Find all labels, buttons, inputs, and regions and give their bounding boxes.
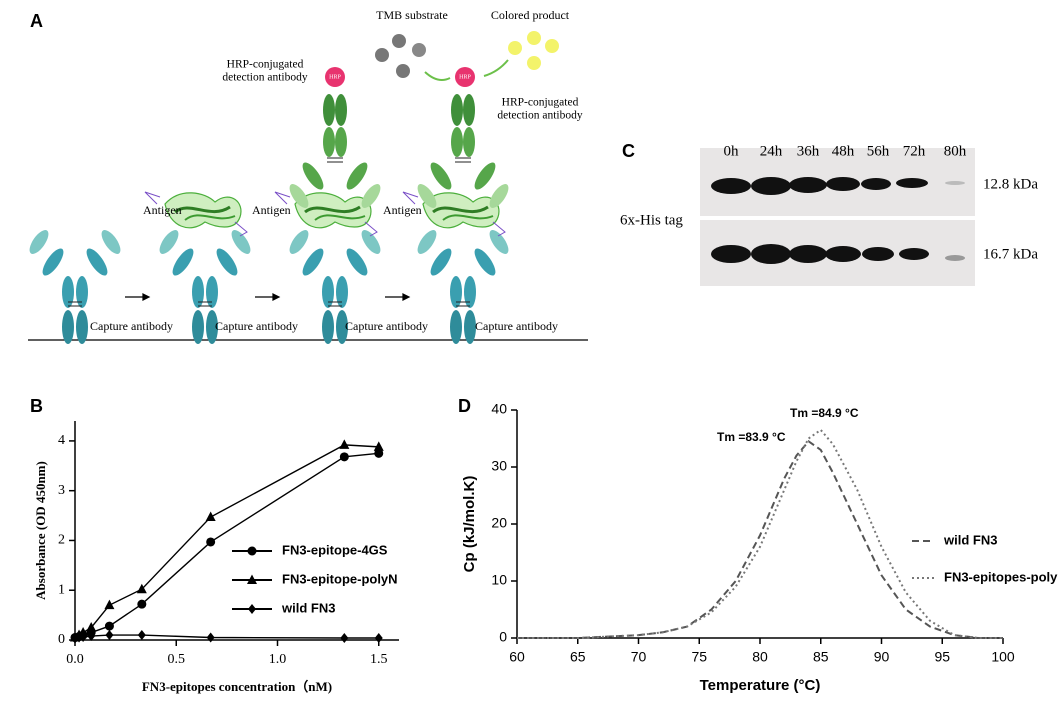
label: Antigen [252,203,291,217]
x-tick-label: 60 [509,649,525,665]
marker [79,632,88,643]
y-tick-label: 10 [491,572,507,588]
y-tick-label: 20 [491,515,507,531]
band-label: 16.7 kDa [983,246,1038,262]
lane-label: 24h [760,143,783,159]
legend-label: wild FN3 [281,600,335,615]
series-line [517,440,1003,639]
x-tick-label: 1.0 [269,652,287,667]
marker [339,439,350,449]
series-line [74,634,379,640]
marker [105,630,114,641]
legend-label: FN3-epitope-polyN [282,571,398,586]
marker [136,583,147,594]
annotation: Tm =83.9 °C [717,430,786,444]
x-axis-label: Temperature (°C) [700,677,821,694]
y-tick-label: 0 [499,629,507,645]
x-tick-label: 0.0 [66,652,84,667]
y-tick-label: 40 [491,401,507,417]
y-axis-label: Absorbance (OD 450nm) [33,461,48,600]
hrp-label: HRP [329,74,341,80]
marker [374,448,384,458]
x-tick-label: 65 [570,649,586,665]
legend-label: FN3-epitopes-polyN [944,569,1058,584]
lane-label: 72h [903,143,926,159]
marker [206,537,216,547]
legend-label: wild FN3 [943,532,997,547]
label: Colored product [491,8,570,22]
hrp-label: HRP [459,74,471,80]
marker [87,631,96,642]
product-molecules [508,31,559,70]
series-line [517,428,1003,639]
bands [711,177,965,264]
y-tick-label: 30 [491,458,507,474]
lane-label: 0h [724,143,740,159]
lane-label: 36h [797,143,820,159]
legend-label: FN3-epitope-4GS [282,542,388,557]
hrp [455,67,475,87]
label: HRP-conjugated [502,97,579,109]
label: HRP-conjugated [227,59,304,71]
marker [104,599,115,610]
marker [339,452,349,462]
row-label: 6x-His tag [620,212,683,228]
label: Capture antibody [215,319,298,333]
marker [248,604,256,614]
x-tick-label: 90 [874,649,890,665]
label: Capture antibody [345,319,428,333]
arrows [125,293,411,301]
marker [340,633,349,644]
x-tick-label: 0.5 [168,652,186,667]
band-label: 12.8 kDa [983,176,1038,192]
y-axis-label: Cp (kJ/mol.K) [461,476,478,573]
lane-label: 56h [867,143,890,159]
x-tick-label: 1.5 [370,652,388,667]
x-tick-label: 85 [813,649,829,665]
panel-label: B [30,396,43,416]
hrp [325,67,345,87]
arrow [483,59,509,77]
marker [137,599,147,609]
x-tick-label: 70 [631,649,647,665]
y-tick-label: 3 [58,483,65,498]
panel-label: D [458,396,471,416]
marker [104,621,114,631]
arrow [424,71,451,81]
y-tick-label: 1 [58,582,65,597]
lane-label: 80h [944,143,967,159]
marker [206,632,215,643]
label: Antigen [143,203,182,217]
x-tick-label: 80 [752,649,768,665]
x-tick-label: 95 [934,649,950,665]
y-tick-label: 4 [58,433,65,448]
panel-label: C [622,141,635,161]
marker [373,441,384,451]
label: detection antibody [497,110,583,122]
label: Capture antibody [475,319,558,333]
x-tick-label: 75 [691,649,707,665]
label: detection antibody [222,72,308,84]
annotation: Tm =84.9 °C [790,406,859,420]
detection-antibody [285,93,385,212]
marker [205,511,216,522]
y-tick-label: 2 [58,533,65,548]
x-axis-label: FN3-epitopes concentration（nM) [142,679,332,694]
label: Antigen [383,203,422,217]
tmb-molecules [375,34,426,78]
marker [247,574,257,584]
marker [78,627,89,637]
panel-label: A [30,11,43,31]
x-tick-label: 100 [991,649,1015,665]
y-tick-label: 0 [58,632,65,647]
label: Capture antibody [90,319,173,333]
marker [247,546,257,556]
marker [374,633,383,644]
label: TMB substrate [376,8,448,22]
marker [137,630,146,641]
marker [86,622,97,632]
lane-label: 48h [832,143,855,159]
